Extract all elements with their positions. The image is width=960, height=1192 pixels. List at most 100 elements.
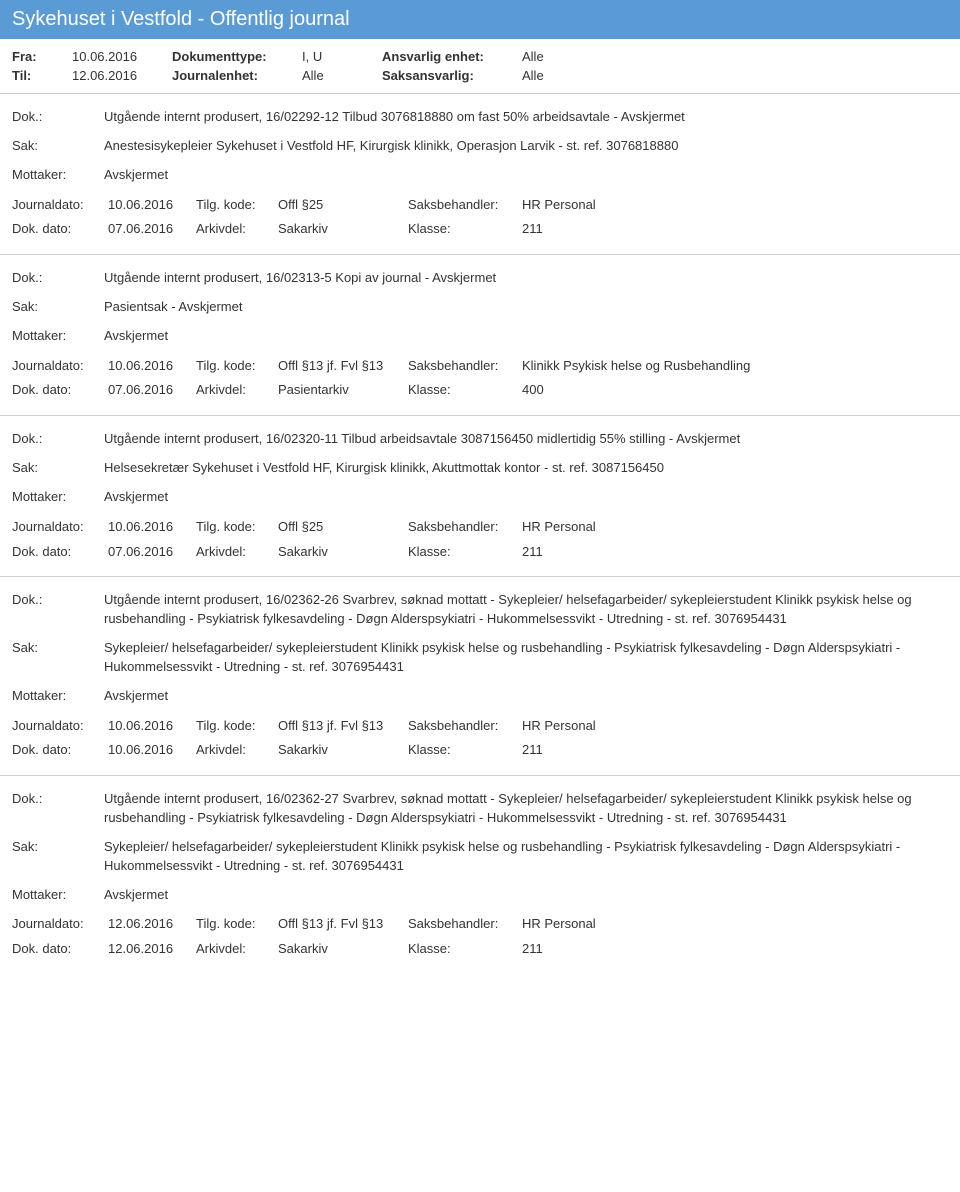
dok-label: Dok.:	[12, 790, 104, 828]
journal-entry: Dok.:Utgående internt produsert, 16/0232…	[0, 415, 960, 576]
entry-row: Dok.:Utgående internt produsert, 16/0232…	[12, 430, 948, 449]
arkivdel-value: Sakarkiv	[278, 219, 408, 240]
dok-label: Dok.:	[12, 269, 104, 288]
meta-block: Fra: 10.06.2016 Dokumenttype: I, U Ansva…	[0, 39, 960, 93]
meta-row-fra: Fra: 10.06.2016 Dokumenttype: I, U Ansva…	[12, 49, 948, 64]
entry-row: Mottaker:Avskjermet	[12, 166, 948, 185]
dokumenttype-label: Dokumenttype:	[172, 49, 302, 64]
entry-footer-1: Journaldato:10.06.2016Tilg. kode:Offl §2…	[12, 517, 948, 538]
arkivdel-label: Arkivdel:	[196, 939, 274, 960]
klasse-label: Klasse:	[408, 939, 518, 960]
entry-row: Dok.:Utgående internt produsert, 16/0231…	[12, 269, 948, 288]
mottaker-value: Avskjermet	[104, 886, 948, 905]
tilgkode-value: Offl §25	[278, 517, 408, 538]
sak-value: Pasientsak - Avskjermet	[104, 298, 948, 317]
journaldato-value: 10.06.2016	[108, 517, 196, 538]
meta-row-til: Til: 12.06.2016 Journalenhet: Alle Saksa…	[12, 68, 948, 83]
dok-value: Utgående internt produsert, 16/02362-26 …	[104, 591, 948, 629]
dok-value: Utgående internt produsert, 16/02313-5 K…	[104, 269, 948, 288]
saksbehandler-label: Saksbehandler:	[408, 195, 518, 216]
entry-row: Dok.:Utgående internt produsert, 16/0236…	[12, 591, 948, 629]
journalenhet-label: Journalenhet:	[172, 68, 302, 83]
dok-label: Dok.:	[12, 430, 104, 449]
saksansvarlig-label: Saksansvarlig:	[382, 68, 522, 83]
journal-entry: Dok.:Utgående internt produsert, 16/0236…	[0, 576, 960, 775]
entry-row: Sak:Anestesisykepleier Sykehuset i Vestf…	[12, 137, 948, 156]
entry-row: Mottaker:Avskjermet	[12, 488, 948, 507]
mottaker-value: Avskjermet	[104, 488, 948, 507]
entry-row: Dok.:Utgående internt produsert, 16/0236…	[12, 790, 948, 828]
dokdato-value: 12.06.2016	[108, 939, 196, 960]
mottaker-value: Avskjermet	[104, 166, 948, 185]
entry-footer-2: Dok. dato:07.06.2016Arkivdel:Pasientarki…	[12, 380, 948, 401]
sak-value: Anestesisykepleier Sykehuset i Vestfold …	[104, 137, 948, 156]
entry-footer-2: Dok. dato:07.06.2016Arkivdel:SakarkivKla…	[12, 542, 948, 563]
klasse-label: Klasse:	[408, 740, 518, 761]
dokdato-value: 07.06.2016	[108, 219, 196, 240]
arkivdel-value: Sakarkiv	[278, 740, 408, 761]
arkivdel-value: Pasientarkiv	[278, 380, 408, 401]
sak-value: Sykepleier/ helsefagarbeider/ sykepleier…	[104, 639, 948, 677]
entry-footer-2: Dok. dato:07.06.2016Arkivdel:SakarkivKla…	[12, 219, 948, 240]
tilgkode-value: Offl §25	[278, 195, 408, 216]
ansvarlig-label: Ansvarlig enhet:	[382, 49, 522, 64]
fra-value: 10.06.2016	[72, 49, 172, 64]
saksansvarlig-value: Alle	[522, 68, 582, 83]
saksbehandler-label: Saksbehandler:	[408, 716, 518, 737]
klasse-value: 211	[522, 219, 582, 240]
sak-value: Sykepleier/ helsefagarbeider/ sykepleier…	[104, 838, 948, 876]
entry-footer-1: Journaldato:10.06.2016Tilg. kode:Offl §2…	[12, 195, 948, 216]
saksbehandler-value: Klinikk Psykisk helse og Rusbehandling	[522, 356, 750, 377]
entry-row: Mottaker:Avskjermet	[12, 687, 948, 706]
tilgkode-value: Offl §13 jf. Fvl §13	[278, 716, 408, 737]
arkivdel-label: Arkivdel:	[196, 219, 274, 240]
saksbehandler-value: HR Personal	[522, 195, 596, 216]
journalenhet-value: Alle	[302, 68, 382, 83]
entry-footer-1: Journaldato:10.06.2016Tilg. kode:Offl §1…	[12, 716, 948, 737]
saksbehandler-label: Saksbehandler:	[408, 517, 518, 538]
klasse-label: Klasse:	[408, 542, 518, 563]
dok-label: Dok.:	[12, 108, 104, 127]
journaldato-value: 10.06.2016	[108, 195, 196, 216]
journaldato-value: 12.06.2016	[108, 914, 196, 935]
tilgkode-label: Tilg. kode:	[196, 914, 274, 935]
dokdato-label: Dok. dato:	[12, 219, 104, 240]
entry-row: Sak:Sykepleier/ helsefagarbeider/ sykepl…	[12, 639, 948, 677]
dok-value: Utgående internt produsert, 16/02320-11 …	[104, 430, 948, 449]
journaldato-label: Journaldato:	[12, 356, 104, 377]
journal-entry: Dok.:Utgående internt produsert, 16/0229…	[0, 93, 960, 254]
ansvarlig-value: Alle	[522, 49, 582, 64]
entry-row: Sak:Sykepleier/ helsefagarbeider/ sykepl…	[12, 838, 948, 876]
mottaker-label: Mottaker:	[12, 687, 104, 706]
entry-row: Sak:Helsesekretær Sykehuset i Vestfold H…	[12, 459, 948, 478]
til-value: 12.06.2016	[72, 68, 172, 83]
klasse-label: Klasse:	[408, 380, 518, 401]
tilgkode-label: Tilg. kode:	[196, 195, 274, 216]
mottaker-label: Mottaker:	[12, 327, 104, 346]
sak-value: Helsesekretær Sykehuset i Vestfold HF, K…	[104, 459, 948, 478]
journaldato-label: Journaldato:	[12, 716, 104, 737]
dokumenttype-value: I, U	[302, 49, 382, 64]
journal-entry: Dok.:Utgående internt produsert, 16/0231…	[0, 254, 960, 415]
sak-label: Sak:	[12, 298, 104, 317]
arkivdel-label: Arkivdel:	[196, 380, 274, 401]
mottaker-label: Mottaker:	[12, 886, 104, 905]
journaldato-label: Journaldato:	[12, 517, 104, 538]
mottaker-value: Avskjermet	[104, 687, 948, 706]
entry-footer-1: Journaldato:12.06.2016Tilg. kode:Offl §1…	[12, 914, 948, 935]
tilgkode-label: Tilg. kode:	[196, 716, 274, 737]
entry-footer-2: Dok. dato:12.06.2016Arkivdel:SakarkivKla…	[12, 939, 948, 960]
entry-row: Mottaker:Avskjermet	[12, 886, 948, 905]
sak-label: Sak:	[12, 639, 104, 677]
fra-label: Fra:	[12, 49, 72, 64]
arkivdel-value: Sakarkiv	[278, 939, 408, 960]
tilgkode-label: Tilg. kode:	[196, 356, 274, 377]
klasse-value: 400	[522, 380, 582, 401]
sak-label: Sak:	[12, 459, 104, 478]
klasse-value: 211	[522, 939, 582, 960]
dokdato-value: 07.06.2016	[108, 380, 196, 401]
journaldato-value: 10.06.2016	[108, 356, 196, 377]
dokdato-label: Dok. dato:	[12, 939, 104, 960]
tilgkode-value: Offl §13 jf. Fvl §13	[278, 356, 408, 377]
klasse-label: Klasse:	[408, 219, 518, 240]
